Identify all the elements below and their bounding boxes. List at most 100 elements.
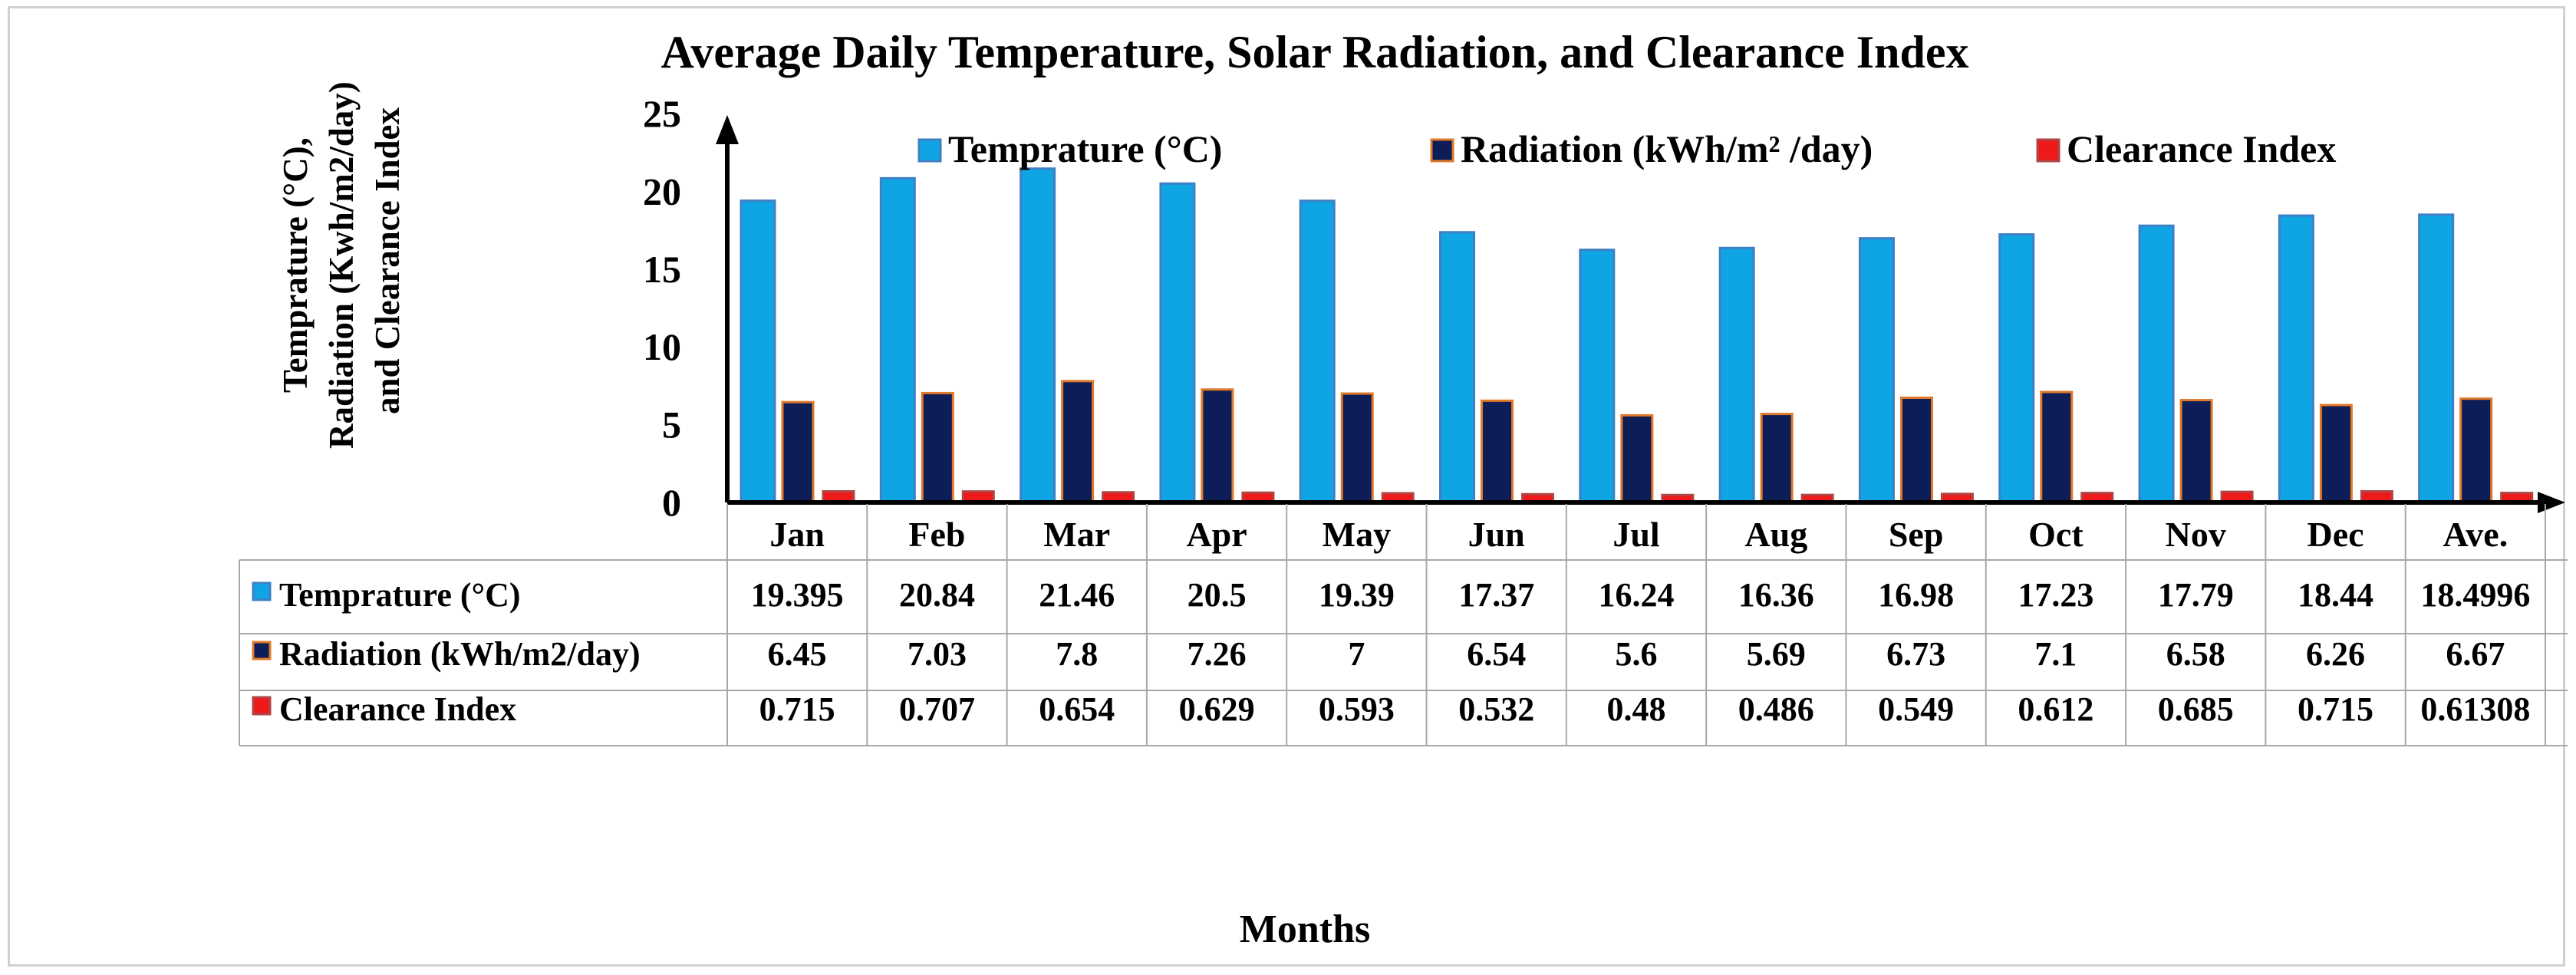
table-cell: 6.73 (1886, 635, 1945, 673)
y-tick-label: 5 (662, 404, 681, 446)
table-row-swatch (252, 641, 272, 660)
bar-temperature (1998, 233, 2035, 504)
bar-temperature (1299, 199, 1336, 504)
table-cell: 20.5 (1188, 576, 1247, 614)
x-tick-label: Jun (1468, 515, 1525, 554)
bar-radiation (2319, 404, 2353, 504)
table-cell: 0.715 (2298, 690, 2373, 728)
y-tick-label: 25 (643, 92, 681, 135)
bar-radiation (2459, 397, 2493, 504)
table-cell: 7.1 (2034, 635, 2077, 673)
table-row-swatch (252, 696, 272, 716)
table-cell: 17.79 (2158, 576, 2234, 614)
table-cell: 0.685 (2158, 690, 2234, 728)
y-tick-label: 0 (662, 481, 681, 524)
x-axis-label: Months (1240, 907, 1370, 951)
bars (740, 167, 2534, 504)
table-cell: 16.98 (1878, 576, 1954, 614)
x-tick-label: Sep (1889, 515, 1944, 554)
table-cell: 19.39 (1319, 576, 1395, 614)
table-cell: 0.654 (1039, 690, 1115, 728)
table-row-label: Clearance Index (279, 690, 516, 728)
table-cell: 5.6 (1616, 635, 1658, 673)
axes (716, 115, 2565, 513)
table-cell: 0.612 (2018, 690, 2093, 728)
y-tick-label: 10 (643, 325, 681, 368)
table-cell: 17.37 (1458, 576, 1534, 614)
bar-radiation (1760, 413, 1794, 504)
table-cell: 6.58 (2166, 635, 2225, 673)
bar-radiation (1620, 413, 1654, 504)
table-cell: 17.23 (2018, 576, 2093, 614)
bar-radiation (2179, 399, 2213, 504)
table-cell: 7 (1348, 635, 1365, 673)
x-tick-label: Jul (1612, 515, 1659, 554)
table-cell: 0.486 (1738, 690, 1814, 728)
table-cell: 6.26 (2306, 635, 2365, 673)
chart-title: Average Daily Temperature, Solar Radiati… (661, 27, 1969, 77)
y-axis-label-line-2: Radiation (Kwh/m2/day) (322, 81, 361, 449)
table-cell: 0.593 (1319, 690, 1395, 728)
bar-radiation (1061, 380, 1095, 504)
y-axis-label-line-1: Temprature (°C), (276, 137, 315, 393)
table-cell: 18.4996 (2420, 576, 2530, 614)
table-cell: 16.36 (1738, 576, 1814, 614)
legend-label: Clearance Index (2067, 127, 2336, 170)
bar-radiation (921, 391, 954, 504)
y-axis-label-line-3: and Clearance Index (368, 107, 407, 414)
bar-temperature (2418, 213, 2455, 504)
x-axis-arrow (2538, 492, 2565, 513)
y-tick-label: 15 (643, 248, 681, 291)
y-axis-ticks: 0 5 10 15 20 25 (643, 92, 681, 524)
bar-temperature (1020, 167, 1056, 504)
table-cell: 0.707 (899, 690, 975, 728)
x-tick-label: Feb (908, 515, 965, 554)
bar-radiation (1899, 397, 1933, 504)
table-cell: 0.61308 (2420, 690, 2530, 728)
x-tick-label: Nov (2166, 515, 2226, 554)
bar-temperature (1579, 249, 1616, 504)
table-cell: 7.26 (1188, 635, 1247, 673)
x-tick-label: Oct (2028, 515, 2084, 554)
legend-swatch-1 (1430, 138, 1454, 163)
bar-temperature (879, 176, 916, 504)
bar-radiation (1201, 388, 1234, 504)
x-tick-label: Aug (1744, 515, 1807, 554)
y-tick-label: 20 (643, 170, 681, 212)
data-table: Jan Feb Mar Apr May Jun Jul Aug Sep Oct Nov Dec Ave.… (239, 504, 2568, 746)
bar-radiation (1340, 392, 1374, 504)
bar-radiation (1481, 399, 1514, 504)
table-cell: 0.629 (1179, 690, 1255, 728)
legend-label: Temprature (°C) (948, 127, 1222, 170)
table-cell: 18.44 (2298, 576, 2373, 614)
table-cell: 6.54 (1467, 635, 1526, 673)
bar-temperature (1718, 246, 1755, 504)
bar-temperature (2278, 214, 2314, 504)
legend-label: Radiation (kWh/m² /day) (1461, 127, 1873, 170)
x-tick-label: Mar (1043, 515, 1110, 554)
table-cell: 5.69 (1747, 635, 1806, 673)
legend-swatch-2 (2036, 138, 2060, 163)
x-tick-label: May (1323, 515, 1391, 554)
bar-radiation (781, 400, 815, 504)
table-cell: 20.84 (899, 576, 975, 614)
table-cell: 21.46 (1039, 576, 1115, 614)
x-tick-label: Apr (1186, 515, 1247, 554)
y-axis-label: Temprature (°C), Radiation (Kwh/m2/day) … (276, 73, 407, 449)
table-cell: 16.24 (1599, 576, 1675, 614)
table-row-label: Radiation (kWh/m2/day) (279, 635, 641, 673)
table-cell: 7.03 (908, 635, 967, 673)
table-cell: 0.532 (1458, 690, 1534, 728)
table-row-swatch (252, 581, 272, 601)
legend: Temprature (°C) Radiation (kWh/m² /day) Cl… (917, 127, 2336, 170)
x-tick-label: Jan (769, 515, 825, 554)
x-tick-label: Ave. (2443, 515, 2508, 554)
table-cell: 0.715 (759, 690, 835, 728)
table-cell: 19.395 (751, 576, 844, 614)
bar-temperature (2138, 224, 2175, 504)
table-cell: 0.549 (1878, 690, 1954, 728)
bar-temperature (1858, 237, 1895, 504)
y-axis-arrow (716, 115, 739, 144)
bar-temperature (740, 199, 776, 504)
